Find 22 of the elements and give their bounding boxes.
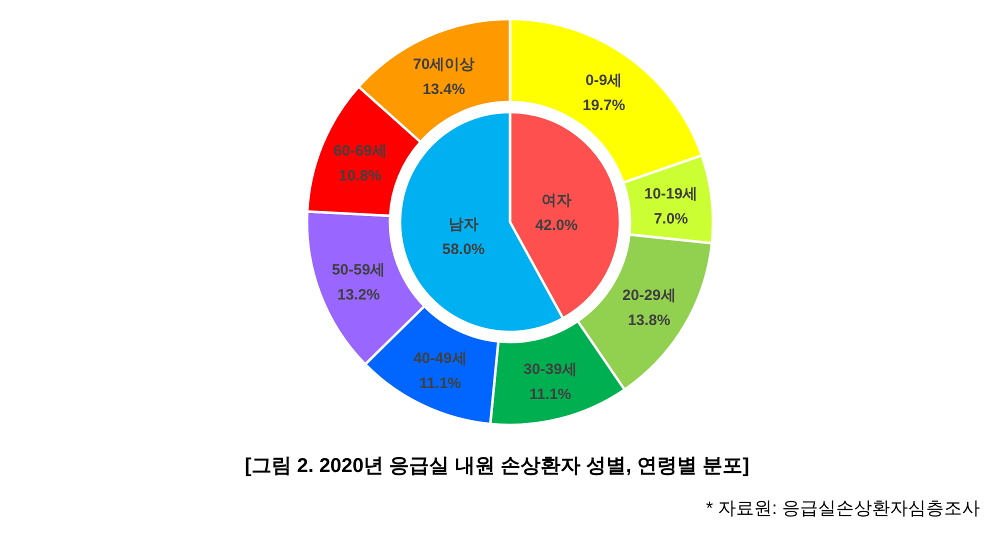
data-label: 13.2%	[337, 286, 380, 304]
data-label: 10.8%	[338, 167, 382, 184]
data-label: 7.0%	[654, 210, 688, 228]
slice-label: 여자	[541, 192, 572, 210]
data-label: 19.7%	[582, 96, 626, 114]
text: * 자료원: 응급실손상환자심층조사	[706, 498, 980, 518]
text: [그림 2. 2020년 응급실 내원 손상환자 성별, 연령별 분포]	[244, 455, 750, 477]
slice-label: 20-29세	[622, 287, 676, 304]
data-label: 11.1%	[419, 375, 462, 392]
slice-label: 10-19세	[644, 185, 698, 202]
data-label: 11.1%	[529, 386, 572, 403]
slice-label: 남자	[448, 216, 479, 233]
slice-label: 60-69세	[334, 142, 387, 160]
slice-label: 30-39세	[524, 360, 577, 378]
data-label: 13.8%	[628, 312, 670, 330]
data-label: 58.0%	[442, 240, 485, 258]
data-label: 42.0%	[535, 217, 578, 234]
slice-label: 40-49세	[413, 350, 467, 368]
slice-label: 0-9세	[586, 72, 622, 89]
data-label: 13.4%	[422, 81, 466, 98]
slice-label: 50-59세	[332, 261, 386, 278]
slice-label: 70세이상	[413, 56, 475, 74]
